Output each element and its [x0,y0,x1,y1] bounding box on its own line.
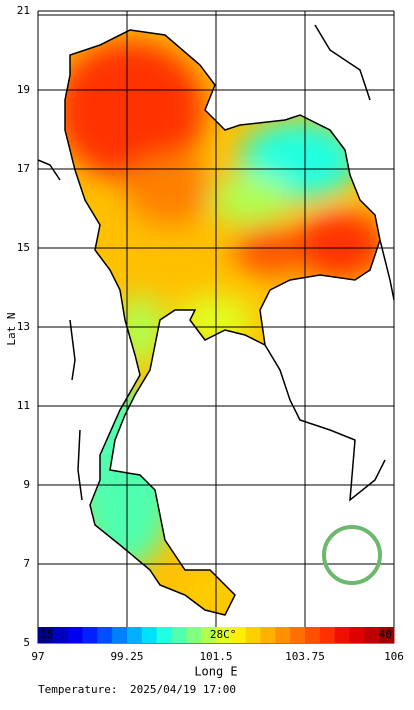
x-tick-label: 103.75 [285,650,325,663]
colorbar-cell [260,627,276,643]
x-tick-label: 106 [384,650,404,663]
y-tick-label: 17 [17,162,30,175]
colorbar-cell [275,627,291,643]
x-tick-label: 97 [31,650,44,663]
colorbar-cell [319,627,336,643]
colorbar-cell [349,627,365,643]
x-axis-label: Long E [194,665,237,679]
colorbar-cell [379,627,395,643]
colorbar-cell [112,627,128,643]
colorbar-cell [97,627,113,643]
footer-label: Temperature: [38,683,117,696]
timestamp: 2025/04/19 17:00 [130,683,236,696]
y-tick-label: 7 [23,557,30,570]
y-tick-label: 11 [17,399,30,412]
colorbar-cell [171,627,187,643]
y-tick-label: 13 [17,320,30,333]
y-tick-label: 15 [17,241,30,254]
x-tick-label: 99.25 [110,650,143,663]
y-tick-label: 19 [17,83,30,96]
colorbar-cell [364,627,380,643]
colorbar-cell [290,627,306,643]
border [64,29,381,616]
colorbar-cell [52,627,69,643]
y-axis-label: Lat N [5,312,18,345]
colorbar-cell [230,627,247,643]
colorbar-cell [67,627,83,643]
coastline [264,24,395,502]
colorbar-cell [201,627,217,643]
colorbar-cell [82,627,98,643]
logo [322,525,382,585]
x-tick-label: 101.5 [199,650,232,663]
colorbar-tick-label: 40 [379,628,392,641]
coastline [37,159,83,501]
colorbar-cell [216,627,232,643]
y-tick-label: 9 [23,478,30,491]
colorbar-cell [156,627,172,643]
colorbar-cell [245,627,261,643]
colorbar-cell [186,627,202,643]
colorbar-cell [141,627,158,643]
colorbar-cell [334,627,350,643]
colorbar-tick-label: 28C° [210,628,237,641]
colorbar-cell [127,627,143,643]
y-tick-label: 21 [17,4,30,17]
colorbar-cell [38,627,54,643]
colorbar-cell [305,627,321,643]
y-tick-label: 5 [23,636,30,649]
colorbar-tick-label: 15 [40,628,53,641]
